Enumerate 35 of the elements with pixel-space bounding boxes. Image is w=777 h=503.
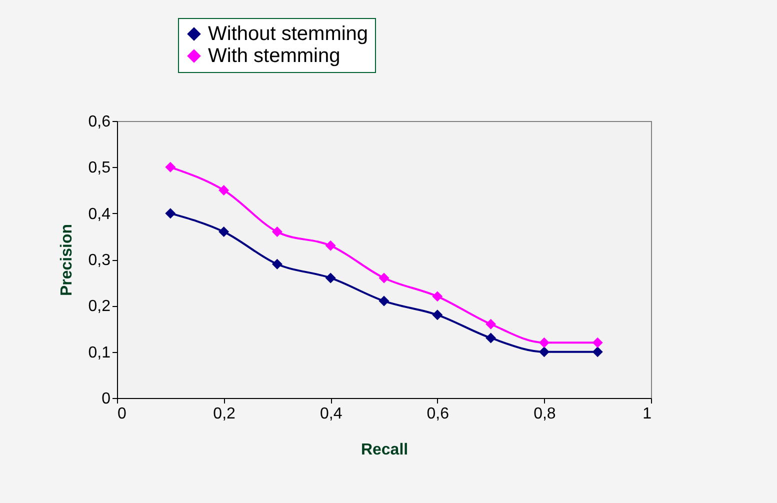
legend-label: With stemming [208,45,340,67]
x-tick-label: 0,8 [534,406,556,422]
x-tick-label: 0,6 [426,406,450,422]
point [325,272,336,284]
y-tick-label: 0 [102,390,111,408]
point [325,240,336,251]
point [432,310,443,320]
point [592,337,603,348]
x-axis-title: Recall [360,442,408,458]
x-tick-label: 0 [118,406,126,422]
point [378,272,390,284]
point [165,162,176,172]
y-tick-label: 0,5 [88,160,111,177]
point [538,337,550,348]
x-tick-label: 0,2 [213,406,236,422]
y-tick-label: 0,3 [88,252,111,269]
point [486,332,496,344]
point [218,226,230,238]
point [432,291,443,302]
point [218,185,230,196]
point [378,296,390,306]
point [165,208,176,219]
point [538,346,550,358]
point [486,318,496,330]
point [272,258,282,270]
x-tick-label: 0,4 [320,406,342,422]
y-tick-label: 0,6 [88,114,111,130]
point [592,346,603,358]
y-tick-label: 0,2 [88,298,111,316]
y-axis-title: Precision [58,224,76,296]
y-tick-label: 0,1 [88,344,111,362]
x-tick-label: 1 [642,406,652,422]
y-tick-label: 0,4 [88,206,111,223]
legend-label: Without stemming [208,23,368,45]
point [272,226,282,238]
